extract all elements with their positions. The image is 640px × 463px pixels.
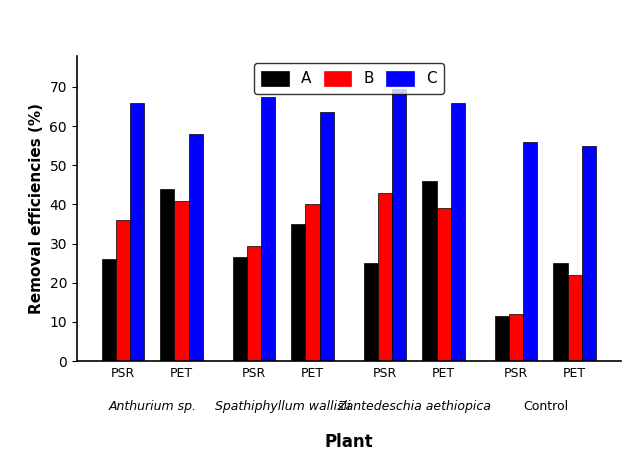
Text: Control: Control — [523, 400, 568, 413]
Text: Zantedeschia aethiopica: Zantedeschia aethiopica — [337, 400, 492, 413]
Bar — [568, 275, 582, 361]
Legend: A, B, C: A, B, C — [253, 63, 444, 94]
Bar — [422, 181, 436, 361]
Bar — [436, 208, 451, 361]
Bar — [392, 89, 406, 361]
Bar — [451, 103, 465, 361]
Bar — [261, 97, 275, 361]
Bar — [116, 220, 130, 361]
Bar — [509, 314, 523, 361]
Bar — [175, 200, 189, 361]
Bar — [378, 193, 392, 361]
Text: Anthurium sp.: Anthurium sp. — [108, 400, 196, 413]
Bar — [102, 259, 116, 361]
Bar — [247, 245, 261, 361]
Bar — [130, 103, 144, 361]
Bar — [189, 134, 203, 361]
Bar — [305, 205, 320, 361]
Bar — [291, 224, 305, 361]
Text: Spathiphyllum wallisii: Spathiphyllum wallisii — [216, 400, 351, 413]
Bar — [582, 146, 596, 361]
Bar — [495, 316, 509, 361]
Bar — [364, 263, 378, 361]
Bar — [232, 257, 247, 361]
Bar — [554, 263, 568, 361]
Bar — [523, 142, 538, 361]
Bar — [320, 113, 334, 361]
Bar — [160, 189, 175, 361]
Y-axis label: Removal efficiencies (%): Removal efficiencies (%) — [29, 103, 44, 314]
Text: Plant: Plant — [324, 433, 373, 451]
